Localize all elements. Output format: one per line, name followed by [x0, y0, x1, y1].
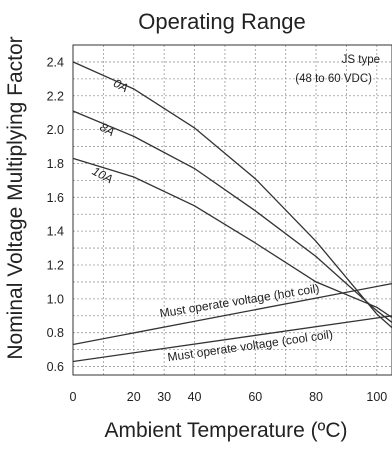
x-tick-label: 30	[157, 390, 171, 404]
series-8a-line	[72, 157, 392, 319]
y-tick-label: 1.2	[47, 259, 64, 273]
series-hot-coil-label: Must operate voltage (hot coil)	[159, 281, 321, 320]
y-tick-label: 1.4	[47, 225, 64, 239]
series-10a-line	[72, 110, 392, 324]
x-tick-label: 60	[248, 390, 262, 404]
series-cool-coil-line	[72, 315, 392, 363]
series-layer	[72, 61, 392, 363]
x-axis-label: Ambient Temperature (ºC)	[104, 419, 347, 442]
x-tick-label: 80	[309, 390, 323, 404]
y-tick-label: 1.0	[47, 292, 64, 306]
x-tick-label: 20	[127, 390, 141, 404]
y-axis-ticks: 0.6 0.8 1.0 1.2 1.4 1.6 1.8 2.0 2.2 2.4	[47, 55, 64, 374]
x-tick-label: 0	[70, 390, 77, 404]
y-axis-label: Nominal Voltage Multiplying Factor	[4, 36, 27, 359]
y-tick-label: 2.4	[47, 55, 64, 69]
grid	[73, 45, 392, 375]
series-0a-label: 0A	[111, 76, 131, 95]
y-tick-label: 0.6	[47, 360, 64, 374]
note-range: (48 to 60 VDC)	[295, 73, 372, 85]
x-tick-label: 40	[188, 390, 202, 404]
y-tick-label: 1.8	[47, 157, 64, 171]
y-tick-label: 2.2	[47, 89, 64, 103]
y-tick-label: 0.8	[47, 326, 64, 340]
x-tick-label: 100	[366, 390, 387, 404]
x-axis-ticks: 0 20 30 40 60 80 100	[70, 390, 388, 404]
note-type: JS type	[342, 54, 380, 66]
series-10a-label: 10A	[90, 164, 115, 186]
y-tick-label: 2.0	[47, 123, 64, 137]
series-hot-coil-line	[72, 282, 392, 346]
series-8a-label: 8A	[97, 120, 117, 139]
series-0a-line	[72, 61, 392, 329]
plot-frame	[72, 44, 392, 376]
chart-title: Operating Range	[138, 9, 306, 34]
y-tick-label: 1.6	[47, 191, 64, 205]
